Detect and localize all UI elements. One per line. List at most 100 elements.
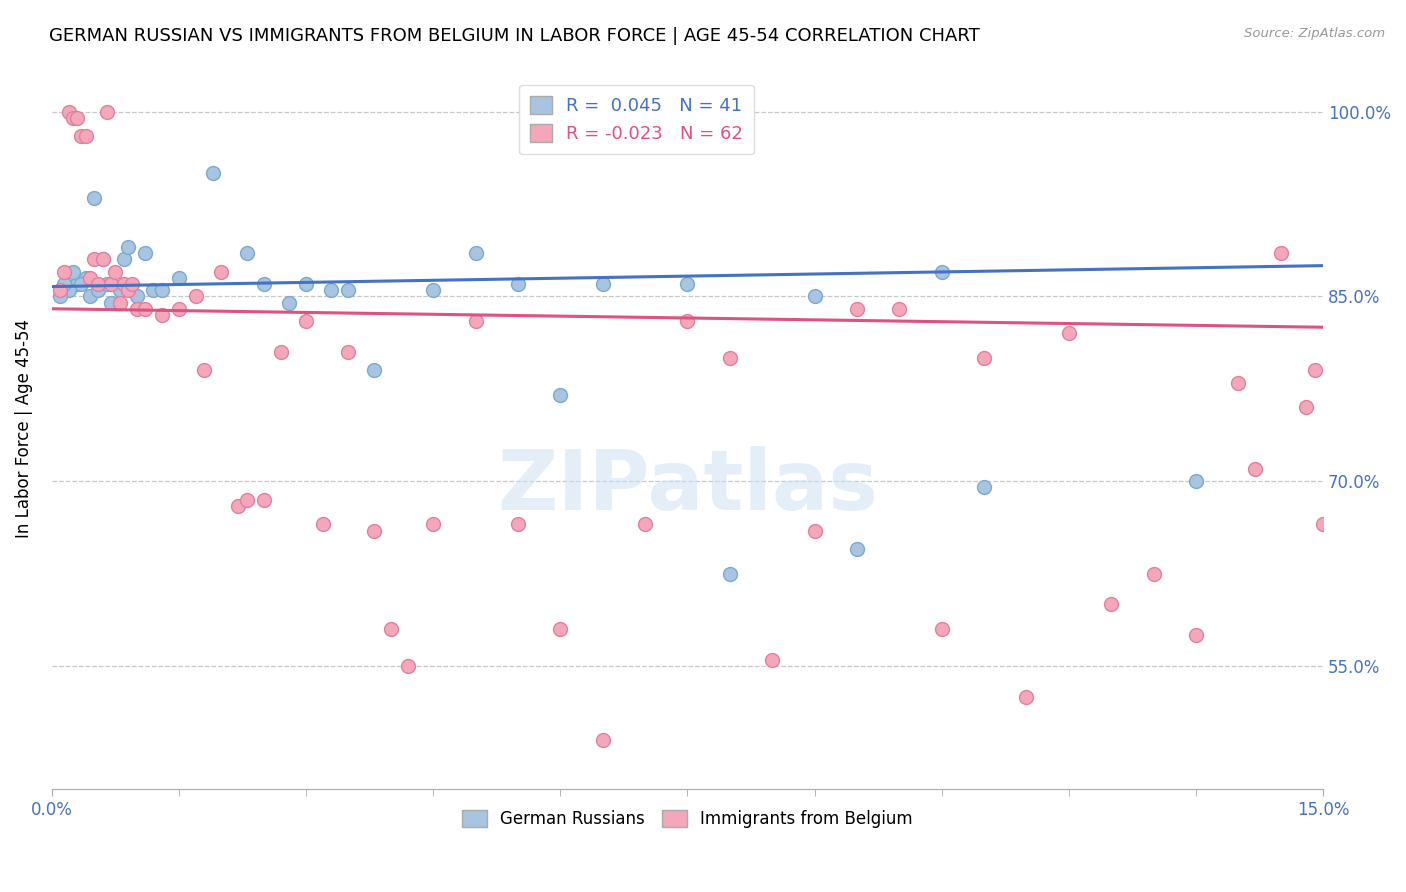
- Y-axis label: In Labor Force | Age 45-54: In Labor Force | Age 45-54: [15, 319, 32, 539]
- Point: [363, 363, 385, 377]
- Point: [53, 277, 76, 292]
- Point: [337, 283, 360, 297]
- Point: [91, 252, 114, 267]
- Point: [253, 492, 276, 507]
- Point: [104, 265, 127, 279]
- Point: [363, 524, 385, 538]
- Point: [193, 363, 215, 377]
- Point: [1329, 210, 1351, 224]
- Point: [125, 289, 148, 303]
- Point: [337, 344, 360, 359]
- Point: [142, 283, 165, 297]
- Point: [100, 295, 122, 310]
- Point: [75, 129, 97, 144]
- Point: [235, 492, 257, 507]
- Point: [889, 301, 911, 316]
- Point: [422, 283, 444, 297]
- Point: [87, 277, 110, 292]
- Point: [96, 104, 118, 119]
- Point: [70, 277, 93, 292]
- Point: [592, 733, 614, 747]
- Point: [125, 301, 148, 316]
- Point: [167, 271, 190, 285]
- Point: [1303, 363, 1326, 377]
- Point: [1227, 376, 1250, 390]
- Point: [49, 289, 72, 303]
- Point: [380, 622, 402, 636]
- Point: [58, 283, 80, 297]
- Point: [1142, 566, 1164, 581]
- Point: [66, 277, 89, 292]
- Text: Source: ZipAtlas.com: Source: ZipAtlas.com: [1244, 27, 1385, 40]
- Point: [134, 301, 156, 316]
- Point: [70, 129, 93, 144]
- Point: [931, 622, 953, 636]
- Point: [79, 271, 101, 285]
- Point: [1354, 412, 1376, 426]
- Point: [209, 265, 232, 279]
- Point: [278, 295, 301, 310]
- Point: [592, 277, 614, 292]
- Point: [931, 265, 953, 279]
- Point: [83, 252, 105, 267]
- Point: [66, 111, 89, 125]
- Point: [973, 351, 995, 365]
- Point: [91, 252, 114, 267]
- Point: [49, 283, 72, 297]
- Point: [83, 191, 105, 205]
- Point: [108, 295, 131, 310]
- Point: [134, 246, 156, 260]
- Point: [167, 301, 190, 316]
- Point: [846, 301, 869, 316]
- Text: GERMAN RUSSIAN VS IMMIGRANTS FROM BELGIUM IN LABOR FORCE | AGE 45-54 CORRELATION: GERMAN RUSSIAN VS IMMIGRANTS FROM BELGIU…: [49, 27, 980, 45]
- Point: [112, 252, 135, 267]
- Point: [121, 277, 143, 292]
- Point: [803, 524, 825, 538]
- Point: [117, 283, 139, 297]
- Point: [718, 566, 741, 581]
- Point: [108, 283, 131, 297]
- Point: [1295, 401, 1317, 415]
- Point: [718, 351, 741, 365]
- Point: [846, 541, 869, 556]
- Point: [464, 314, 486, 328]
- Point: [1244, 462, 1267, 476]
- Point: [201, 166, 224, 180]
- Point: [1057, 326, 1080, 341]
- Text: ZIPatlas: ZIPatlas: [496, 446, 877, 527]
- Point: [312, 517, 335, 532]
- Point: [79, 289, 101, 303]
- Point: [1099, 598, 1122, 612]
- Point: [150, 308, 173, 322]
- Point: [550, 622, 572, 636]
- Point: [676, 314, 699, 328]
- Point: [226, 499, 249, 513]
- Point: [506, 517, 529, 532]
- Point: [270, 344, 292, 359]
- Point: [634, 517, 657, 532]
- Legend: German Russians, Immigrants from Belgium: German Russians, Immigrants from Belgium: [456, 804, 920, 835]
- Point: [87, 283, 110, 297]
- Point: [464, 246, 486, 260]
- Point: [1185, 628, 1208, 642]
- Point: [235, 246, 257, 260]
- Point: [803, 289, 825, 303]
- Point: [1312, 517, 1334, 532]
- Point: [1185, 474, 1208, 488]
- Point: [321, 283, 343, 297]
- Point: [1270, 246, 1292, 260]
- Point: [75, 271, 97, 285]
- Point: [96, 277, 118, 292]
- Point: [1015, 690, 1038, 704]
- Point: [550, 388, 572, 402]
- Point: [62, 111, 84, 125]
- Point: [100, 277, 122, 292]
- Point: [676, 277, 699, 292]
- Point: [58, 104, 80, 119]
- Point: [150, 283, 173, 297]
- Point: [295, 277, 318, 292]
- Point: [506, 277, 529, 292]
- Point: [396, 659, 419, 673]
- Point: [117, 240, 139, 254]
- Point: [422, 517, 444, 532]
